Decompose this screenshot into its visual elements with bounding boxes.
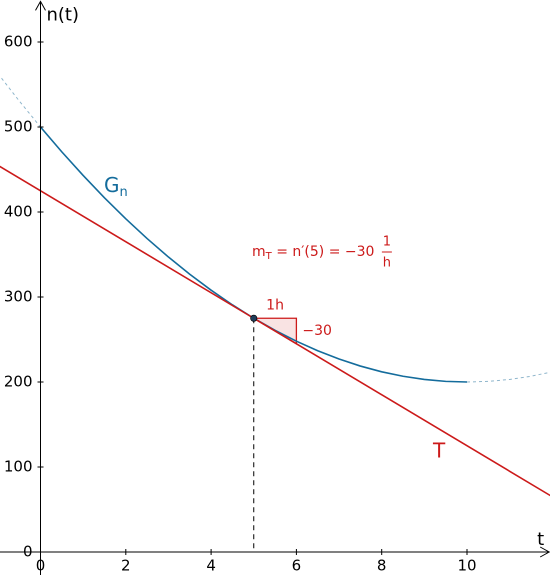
x-tick-label: 4 (206, 557, 216, 575)
annotation-den: h (383, 256, 391, 271)
x-tick-label: 0 (36, 557, 46, 575)
point (250, 314, 258, 322)
series-line (466, 371, 550, 383)
x-axis-arrow (539, 546, 550, 558)
x-tick-label: 2 (121, 557, 131, 575)
y-tick-label: 0 (23, 543, 33, 561)
y-axis-label: n(t) (47, 4, 80, 25)
annotation-m: m (252, 244, 266, 260)
series-label-name: G (104, 173, 120, 197)
series-label: Gn (104, 173, 128, 200)
x-tick-label: 10 (457, 557, 476, 575)
annotation: mT = n′(5) = −30 (252, 244, 379, 262)
x-axis-label: t (537, 529, 544, 550)
y-tick-label: 300 (4, 288, 33, 306)
x-tick-label: 6 (292, 557, 302, 575)
y-tick-label: 100 (4, 458, 33, 476)
slope-dy-label: −30 (302, 323, 332, 339)
y-tick-label: 200 (4, 373, 33, 391)
y-axis-arrow (35, 0, 46, 11)
y-tick-label: 500 (4, 118, 33, 136)
series-label: T (432, 439, 446, 463)
annotation-sub: T (265, 251, 273, 262)
plot-area (0, 75, 550, 497)
y-tick-label: 600 (4, 33, 33, 51)
y-tick-label: 400 (4, 203, 33, 221)
x-tick-label: 8 (377, 557, 387, 575)
series-label-subscript: n (120, 185, 128, 200)
annotation-text: = n′(5) = −30 (272, 244, 379, 260)
annotation-num: 1 (383, 235, 391, 250)
series-line (0, 165, 550, 497)
slope-dx-label: 1h (266, 297, 284, 313)
